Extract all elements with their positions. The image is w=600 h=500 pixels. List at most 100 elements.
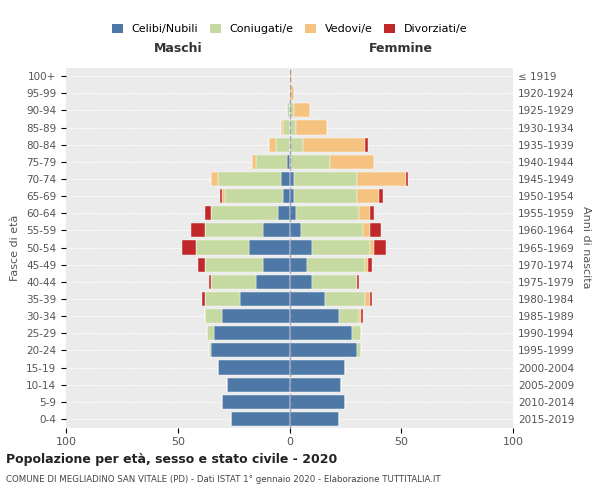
Bar — [223, 189, 224, 203]
Bar — [211, 344, 290, 357]
Bar — [290, 292, 325, 306]
Bar — [356, 172, 406, 186]
Bar — [224, 189, 283, 203]
Bar — [202, 292, 205, 306]
Bar — [406, 172, 408, 186]
Bar — [290, 240, 312, 254]
Bar — [356, 275, 359, 289]
Bar — [361, 309, 363, 323]
Bar — [290, 206, 296, 220]
Bar — [227, 378, 290, 392]
Bar — [287, 104, 290, 118]
Bar — [249, 240, 290, 254]
Bar — [281, 172, 290, 186]
Bar — [365, 258, 368, 272]
Bar — [205, 309, 223, 323]
Bar — [209, 344, 211, 357]
Bar — [198, 258, 205, 272]
Bar — [223, 395, 290, 409]
Bar — [218, 360, 290, 374]
Bar — [290, 360, 346, 374]
Bar — [251, 155, 256, 169]
Bar — [370, 292, 372, 306]
Bar — [205, 224, 263, 237]
Bar — [290, 378, 341, 392]
Bar — [232, 412, 290, 426]
Bar — [370, 240, 374, 254]
Bar — [263, 224, 290, 237]
Bar — [209, 275, 211, 289]
Bar — [256, 155, 287, 169]
Bar — [356, 344, 361, 357]
Bar — [290, 86, 294, 100]
Bar — [352, 326, 361, 340]
Bar — [287, 155, 290, 169]
Bar — [205, 292, 241, 306]
Bar — [294, 189, 356, 203]
Bar — [325, 292, 365, 306]
Bar — [211, 275, 256, 289]
Bar — [370, 206, 374, 220]
Bar — [211, 172, 218, 186]
Bar — [290, 69, 292, 83]
Legend: Celibi/Nubili, Coniugati/e, Vedovi/e, Divorziati/e: Celibi/Nubili, Coniugati/e, Vedovi/e, Di… — [107, 19, 472, 38]
Bar — [290, 120, 296, 134]
Bar — [241, 292, 290, 306]
Bar — [294, 172, 356, 186]
Bar — [363, 224, 370, 237]
Bar — [307, 258, 365, 272]
Bar — [368, 258, 372, 272]
Bar — [290, 224, 301, 237]
Bar — [278, 206, 290, 220]
Bar — [338, 309, 359, 323]
Bar — [196, 240, 249, 254]
Bar — [218, 172, 281, 186]
Bar — [182, 240, 196, 254]
Text: Femmine: Femmine — [369, 42, 433, 56]
Bar — [263, 258, 290, 272]
Bar — [256, 275, 290, 289]
Bar — [290, 344, 356, 357]
Bar — [276, 138, 290, 151]
Text: COMUNE DI MEGLIADINO SAN VITALE (PD) - Dati ISTAT 1° gennaio 2020 - Elaborazione: COMUNE DI MEGLIADINO SAN VITALE (PD) - D… — [6, 475, 440, 484]
Bar — [290, 155, 330, 169]
Bar — [312, 240, 370, 254]
Bar — [290, 138, 303, 151]
Y-axis label: Fasce di età: Fasce di età — [10, 214, 20, 280]
Bar — [269, 138, 276, 151]
Bar — [303, 138, 365, 151]
Bar — [290, 412, 338, 426]
Bar — [290, 309, 338, 323]
Bar — [356, 189, 379, 203]
Bar — [214, 326, 290, 340]
Bar — [365, 292, 370, 306]
Bar — [365, 138, 368, 151]
Bar — [296, 120, 328, 134]
Bar — [379, 189, 383, 203]
Bar — [223, 309, 290, 323]
Bar — [290, 104, 294, 118]
Bar — [281, 120, 283, 134]
Bar — [283, 189, 290, 203]
Bar — [290, 172, 294, 186]
Bar — [301, 224, 363, 237]
Bar — [294, 104, 310, 118]
Bar — [290, 189, 294, 203]
Bar — [290, 275, 312, 289]
Bar — [205, 206, 211, 220]
Bar — [290, 258, 307, 272]
Bar — [312, 275, 356, 289]
Text: Popolazione per età, sesso e stato civile - 2020: Popolazione per età, sesso e stato civil… — [6, 452, 337, 466]
Bar — [370, 224, 381, 237]
Bar — [283, 120, 290, 134]
Bar — [220, 189, 223, 203]
Bar — [207, 326, 214, 340]
Y-axis label: Anni di nascita: Anni di nascita — [581, 206, 591, 289]
Bar — [296, 206, 359, 220]
Bar — [211, 206, 278, 220]
Bar — [290, 326, 352, 340]
Bar — [205, 258, 263, 272]
Bar — [374, 240, 386, 254]
Bar — [191, 224, 205, 237]
Bar — [359, 309, 361, 323]
